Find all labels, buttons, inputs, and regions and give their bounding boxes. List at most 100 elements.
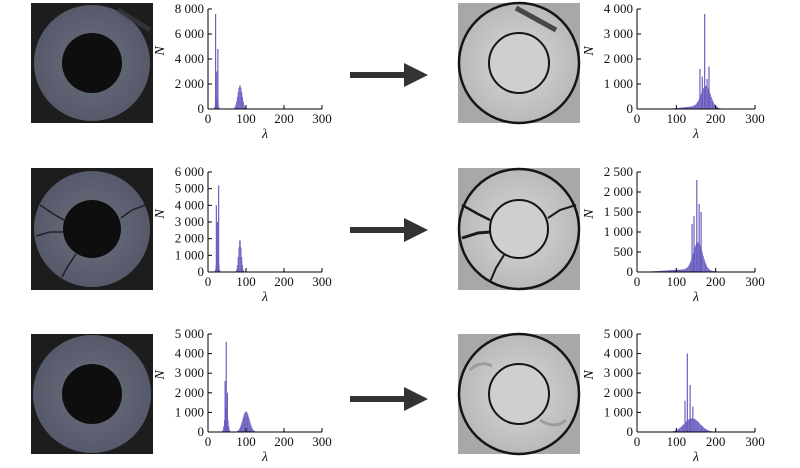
x-axis-label: λ: [261, 450, 268, 465]
histogram-bin: [691, 106, 693, 109]
histogram-bin: [678, 269, 680, 272]
histogram-bin: [694, 419, 696, 432]
histogram-bin: [250, 424, 252, 432]
histogram-bin: [705, 85, 707, 109]
histogram-bin: [692, 252, 694, 272]
histogram-bin: [238, 88, 240, 109]
histogram-bin: [678, 107, 680, 109]
histogram-bin: [680, 427, 682, 432]
x-tick-label: 300: [312, 434, 332, 449]
histogram-bin: [677, 269, 679, 272]
histogram-bin: [682, 269, 684, 272]
y-tick-label: 0: [627, 101, 634, 116]
y-axis-label: N: [582, 370, 597, 381]
histogram-bin: [673, 430, 675, 432]
x-axis-label: λ: [261, 290, 268, 305]
histogram-bin: [699, 424, 701, 432]
y-tick-label: 2 000: [604, 385, 633, 400]
x-tick-label: 200: [706, 434, 726, 449]
histogram-bin: [687, 266, 689, 272]
histogram-bin: [664, 270, 666, 272]
y-tick-label: 1 000: [604, 76, 633, 91]
histogram-bin: [695, 104, 697, 109]
histogram-bin: [240, 424, 242, 432]
original-image-3: [31, 334, 153, 454]
histogram-bin: [673, 269, 674, 272]
histogram-bin: [242, 96, 243, 109]
histogram-bin: [239, 85, 240, 109]
histogram-original-1: 0 100 200 300 0 2 000 4 000 6 000 8 000 λ N: [153, 1, 332, 142]
histogram-bin: [696, 420, 697, 432]
histogram-bin: [697, 421, 699, 432]
histogram-bin: [249, 419, 250, 432]
x-tick-label: 100: [667, 434, 687, 449]
original-image-2: [31, 168, 153, 290]
histogram-bin: [239, 426, 241, 432]
histogram-bin: [694, 247, 696, 272]
histogram-bin: [701, 425, 703, 432]
histogram-bin: [665, 270, 667, 272]
histogram-bin: [670, 270, 671, 272]
histogram-bin: [679, 269, 681, 272]
histogram-bin: [236, 96, 238, 109]
histogram-bin: [688, 106, 689, 109]
histogram-bin: [693, 105, 695, 109]
histogram-bin: [237, 92, 239, 109]
histogram-bin: [686, 106, 688, 109]
histogram-bin: [238, 247, 240, 272]
y-tick-label: 6 000: [175, 26, 204, 41]
y-tick-label: 0: [627, 264, 634, 279]
x-tick-label: 0: [634, 111, 641, 126]
histogram-bin: [214, 269, 216, 272]
histogram-bin: [699, 245, 701, 272]
histogram-bin: [714, 104, 715, 109]
x-tick-label: 300: [745, 434, 765, 449]
y-tick-label: 3 000: [175, 365, 204, 380]
histogram-bin: [241, 422, 243, 432]
histogram-bin: [698, 422, 700, 432]
y-tick-label: 3 000: [604, 365, 633, 380]
histogram-bin: [703, 88, 704, 109]
y-tick-label: 500: [614, 244, 634, 259]
histogram-bin: [669, 270, 671, 272]
histogram-bin: [682, 107, 684, 109]
histogram-bin: [236, 101, 237, 109]
histogram-bin: [677, 107, 678, 109]
x-tick-label: 100: [667, 274, 687, 289]
histogram-bin: [713, 102, 715, 109]
histogram-bin: [694, 105, 696, 109]
x-tick-label: 0: [634, 274, 641, 289]
histogram-bin: [710, 94, 711, 109]
y-tick-label: 3 000: [604, 26, 633, 41]
histogram-bin: [716, 106, 718, 109]
histogram-enhanced-1: 0 100 200 300 0 1 000 2 000 3 000 4 000 λ N: [582, 1, 765, 142]
histogram-bin: [684, 107, 685, 109]
histogram-bin: [251, 426, 253, 432]
y-tick-label: 2 000: [175, 231, 204, 246]
histogram-bin: [703, 256, 704, 272]
histogram-bin: [233, 107, 235, 109]
x-axis-label: λ: [692, 290, 699, 305]
histogram-bin: [681, 426, 682, 432]
histogram-bin: [693, 418, 695, 432]
histogram-bin: [685, 268, 687, 272]
arrow-icon-3: [350, 387, 428, 411]
histogram-bin: [684, 268, 686, 272]
y-tick-label: 4 000: [175, 346, 204, 361]
histogram-bin: [696, 102, 698, 109]
histogram-bin: [709, 430, 711, 432]
histogram-bin: [701, 250, 703, 272]
histogram-bin: [238, 429, 240, 432]
histogram-bin: [246, 412, 248, 432]
y-tick-label: 1 500: [604, 204, 633, 219]
histogram-bin: [242, 264, 243, 272]
x-tick-label: 0: [205, 274, 212, 289]
histogram-bin: [710, 270, 712, 272]
histogram-bin: [708, 430, 710, 432]
histogram-bin: [700, 424, 702, 432]
x-axis-label: λ: [261, 127, 268, 142]
y-tick-label: 3 000: [175, 214, 204, 229]
